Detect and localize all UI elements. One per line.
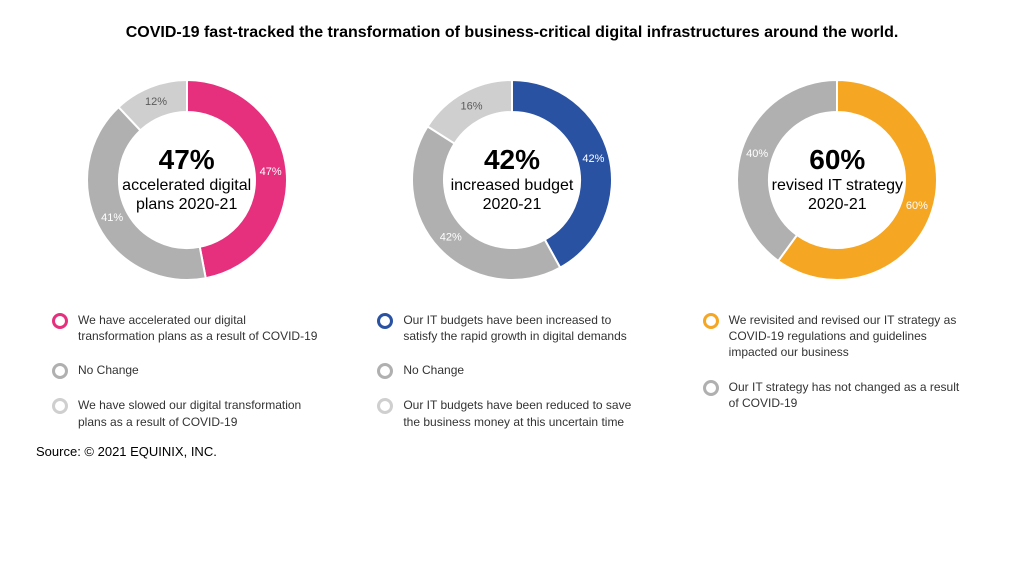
legend-digital-plans: We have accelerated our digital transfor…	[36, 312, 337, 430]
legend-text: We have accelerated our digital transfor…	[78, 312, 318, 344]
center-percent: 47%	[159, 145, 215, 176]
legend-ring-icon	[377, 313, 393, 329]
legend-ring-icon	[377, 398, 393, 414]
donut-center: 60%revised IT strategy 2020-21	[727, 70, 947, 290]
legend-item: No Change	[52, 362, 329, 379]
legend-item: We have slowed our digital transformatio…	[52, 397, 329, 429]
legend-ring-icon	[52, 363, 68, 379]
legend-text: We revisited and revised our IT strategy…	[729, 312, 969, 361]
center-label: revised IT strategy 2020-21	[765, 176, 909, 214]
legend-ring-icon	[703, 313, 719, 329]
legend-ring-icon	[52, 313, 68, 329]
center-percent: 42%	[484, 145, 540, 176]
legend-text: We have slowed our digital transformatio…	[78, 397, 318, 429]
donut-increased-budget: 42%42%16%42%increased budget 2020-21	[402, 70, 622, 290]
legend-item: We revisited and revised our IT strategy…	[703, 312, 980, 361]
donut-center: 42%increased budget 2020-21	[402, 70, 622, 290]
legend-ring-icon	[377, 363, 393, 379]
center-label: accelerated digital plans 2020-21	[115, 176, 259, 214]
chart-digital-plans: 47%41%12%47%accelerated digital plans 20…	[36, 70, 337, 430]
donut-digital-plans: 47%41%12%47%accelerated digital plans 20…	[77, 70, 297, 290]
legend-revised-it: We revisited and revised our IT strategy…	[687, 312, 988, 411]
charts-row: 47%41%12%47%accelerated digital plans 20…	[36, 70, 988, 430]
legend-text: No Change	[403, 362, 464, 378]
center-label: increased budget 2020-21	[440, 176, 584, 214]
legend-item: Our IT strategy has not changed as a res…	[703, 379, 980, 411]
legend-item: No Change	[377, 362, 654, 379]
legend-ring-icon	[52, 398, 68, 414]
legend-text: Our IT budgets have been increased to sa…	[403, 312, 643, 344]
legend-ring-icon	[703, 380, 719, 396]
legend-increased-budget: Our IT budgets have been increased to sa…	[361, 312, 662, 430]
chart-increased-budget: 42%42%16%42%increased budget 2020-21 Our …	[361, 70, 662, 430]
donut-revised-it: 60%40%60%revised IT strategy 2020-21	[727, 70, 947, 290]
legend-text: Our IT budgets have been reduced to save…	[403, 397, 643, 429]
legend-text: Our IT strategy has not changed as a res…	[729, 379, 969, 411]
legend-item: We have accelerated our digital transfor…	[52, 312, 329, 344]
source-attribution: Source: © 2021 EQUINIX, INC.	[36, 444, 988, 459]
legend-item: Our IT budgets have been increased to sa…	[377, 312, 654, 344]
center-percent: 60%	[809, 145, 865, 176]
legend-text: No Change	[78, 362, 139, 378]
legend-item: Our IT budgets have been reduced to save…	[377, 397, 654, 429]
page-title: COVID-19 fast-tracked the transformation…	[36, 24, 988, 42]
donut-center: 47%accelerated digital plans 2020-21	[77, 70, 297, 290]
chart-revised-it: 60%40%60%revised IT strategy 2020-21 We r…	[687, 70, 988, 430]
